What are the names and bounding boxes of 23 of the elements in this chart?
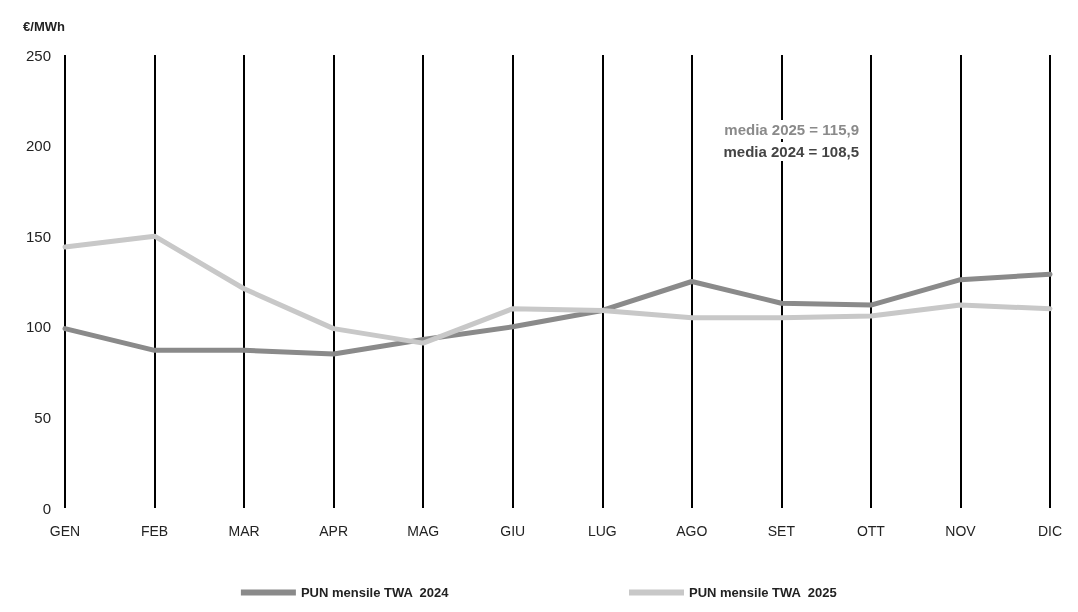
y-tick-label: 100 — [25, 318, 51, 336]
y-tick-label: 0 — [42, 499, 51, 517]
legend-label: PUN mensile TWA 2024 — [300, 585, 450, 600]
x-tick-label: OTT — [856, 523, 886, 539]
x-tick-label: SET — [767, 523, 796, 539]
x-tick-label: DIC — [1037, 523, 1063, 539]
x-tick-label: MAR — [228, 523, 260, 539]
x-tick-label: AGO — [676, 523, 708, 539]
y-tick-label: 50 — [34, 408, 51, 426]
x-tick-label: MAG — [407, 523, 440, 539]
x-tick-label: LUG — [587, 523, 617, 539]
x-tick-label: FEB — [140, 523, 169, 539]
annotation: media 2025 = 115,9 — [724, 121, 860, 138]
x-tick-label: GEN — [49, 523, 81, 539]
y-axis-title: €/MWh — [23, 19, 66, 34]
legend-label: PUN mensile TWA 2025 — [689, 585, 837, 600]
x-tick-label: GIU — [500, 523, 526, 539]
y-tick-label: 150 — [25, 227, 51, 245]
x-tick-label: APR — [319, 523, 349, 539]
y-tick-label: 250 — [25, 46, 51, 64]
x-tick-label: NOV — [945, 523, 977, 539]
annotation: media 2024 = 108,5 — [723, 143, 860, 160]
y-tick-label: 200 — [25, 137, 51, 155]
